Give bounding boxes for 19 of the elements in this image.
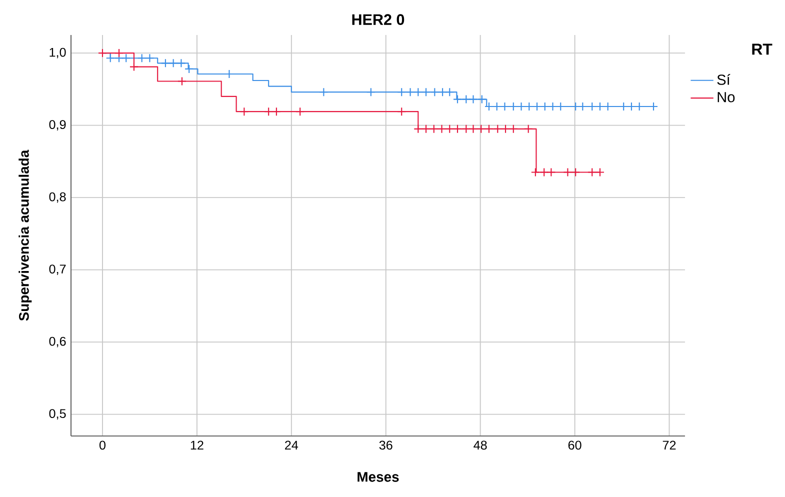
legend-title: RT [752, 44, 772, 55]
y-tick-label: 0,6 [49, 336, 66, 348]
legend-label: Sí [717, 74, 730, 85]
x-tick-label: 24 [285, 440, 298, 450]
x-axis-title: Meses [358, 472, 399, 482]
y-tick-label: 0,7 [49, 264, 66, 276]
x-tick-label: 12 [190, 440, 204, 450]
chart-title: HER2 0 [352, 14, 404, 25]
x-tick-label: 72 [662, 440, 676, 450]
y-tick-label: 1,0 [50, 48, 66, 58]
y-tick-label: 0,5 [49, 409, 66, 420]
x-tick-label: 36 [379, 440, 392, 450]
legend-label: No [718, 92, 735, 102]
y-axis-title: Supervivencia acumulada [18, 150, 32, 321]
x-tick-label: 48 [474, 440, 487, 450]
y-tick-label: 0,8 [49, 192, 66, 203]
x-tick-label: 60 [568, 440, 582, 450]
x-tick-label: 0 [99, 440, 106, 450]
y-tick-label: 0,9 [49, 120, 66, 131]
